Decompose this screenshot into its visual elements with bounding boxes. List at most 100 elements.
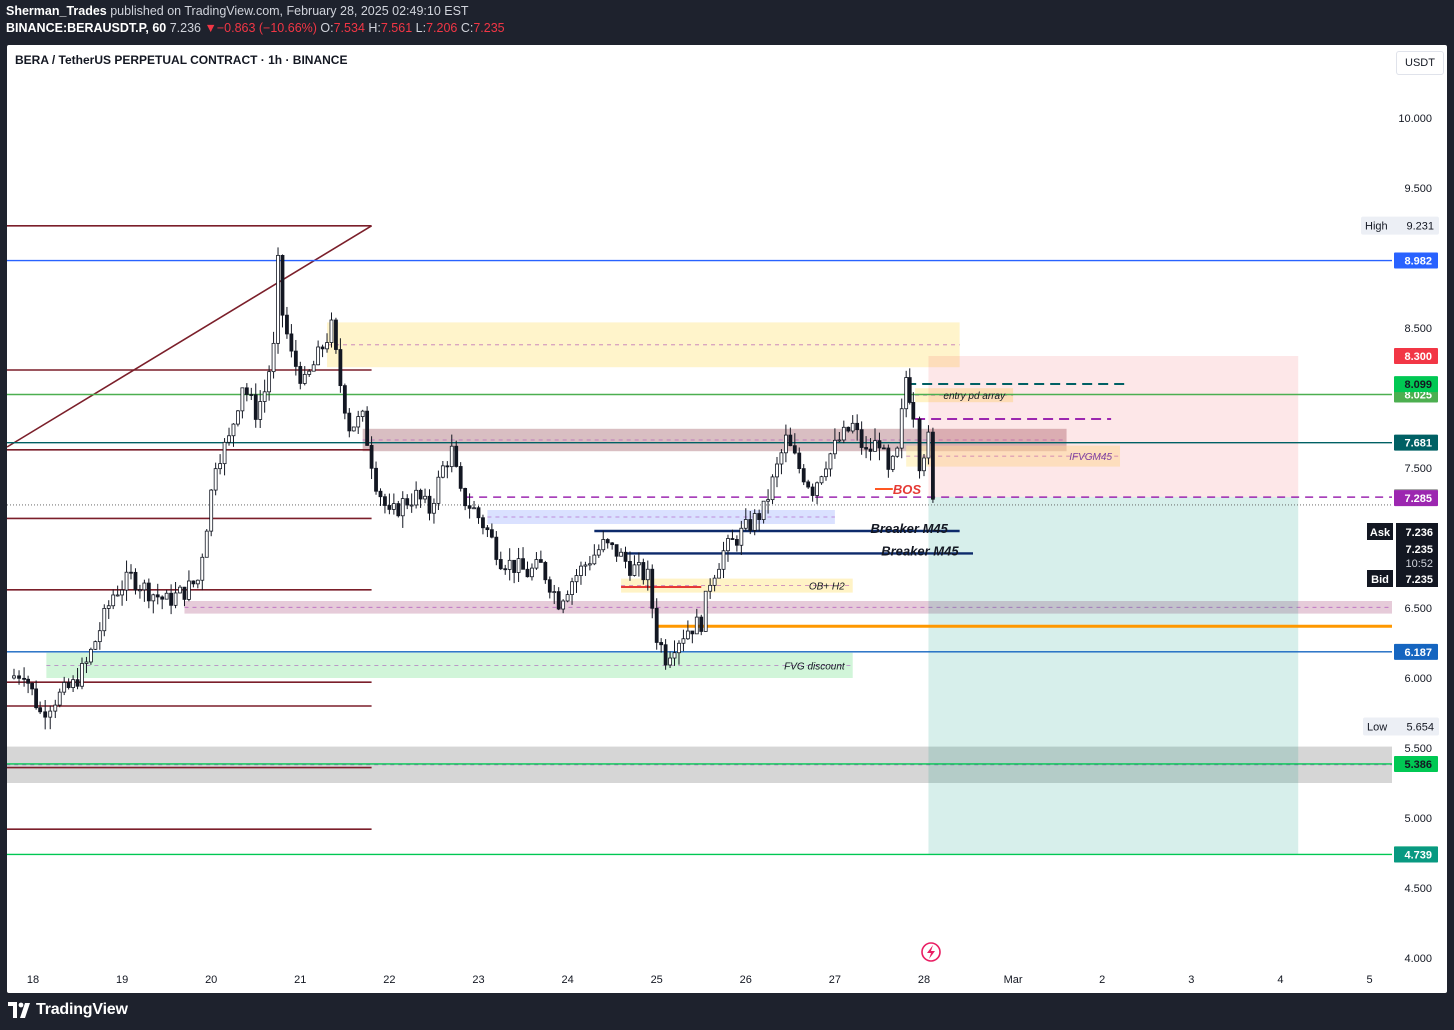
- trendline: [7, 225, 372, 448]
- y-tick-label: 7.500: [1404, 463, 1432, 475]
- candle: [124, 560, 129, 601]
- position-target-area: [928, 497, 1299, 855]
- last-price-value: 7.235: [1405, 544, 1433, 556]
- candle: [285, 306, 289, 339]
- candle: [775, 456, 779, 488]
- candle: [592, 544, 597, 566]
- axis-badge-4.739-bg: [1394, 846, 1438, 863]
- axis-badge-7.285-bg: [1394, 490, 1438, 507]
- candle: [556, 587, 561, 611]
- ask-tag-bg: [1367, 523, 1393, 540]
- candle: [788, 427, 793, 447]
- candle: [641, 558, 646, 585]
- candle: [48, 705, 53, 730]
- close-value: 7.235: [473, 21, 505, 35]
- candle: [231, 423, 236, 447]
- candle: [797, 447, 802, 474]
- candle: [293, 339, 298, 376]
- price-badge-5.386-bg: [1394, 755, 1438, 772]
- candle: [824, 461, 828, 481]
- high-label: H:: [368, 21, 381, 35]
- candle: [485, 525, 490, 538]
- candle: [792, 433, 797, 455]
- candle: [440, 460, 445, 479]
- candle: [89, 647, 93, 665]
- currency-button[interactable]: USDT: [1396, 51, 1444, 75]
- candle: [610, 542, 615, 550]
- candle: [227, 427, 231, 446]
- bid-value: 7.235: [1405, 574, 1433, 586]
- chart-legend: BERA / TetherUS PERPETUAL CONTRACT · 1h …: [15, 53, 348, 67]
- candle: [677, 640, 681, 665]
- high-label-bg: [1361, 216, 1439, 235]
- candle: [770, 474, 775, 504]
- author-name[interactable]: Sherman_Trades: [6, 4, 107, 18]
- candle: [209, 488, 214, 537]
- candle: [414, 481, 419, 509]
- candle: [650, 564, 655, 619]
- price-badge-6.187-bg: [1394, 643, 1438, 660]
- candle: [917, 416, 922, 479]
- candle: [761, 500, 766, 524]
- x-tick-label: 26: [740, 974, 752, 986]
- price-badge-8.025: 8.025: [1404, 390, 1432, 402]
- candle: [895, 446, 900, 458]
- candle: [708, 578, 713, 599]
- candle: [587, 556, 592, 571]
- tradingview-brand: TradingView: [8, 1001, 128, 1019]
- candle: [396, 500, 401, 518]
- candle: [552, 584, 557, 605]
- last-price: 7.236: [169, 21, 201, 35]
- candle: [80, 657, 84, 690]
- low-label: L:: [415, 21, 427, 35]
- x-tick-label: Mar: [1004, 974, 1023, 986]
- candle: [899, 398, 904, 459]
- x-tick-label: 18: [27, 974, 39, 986]
- axis-badge-8.300-bg: [1394, 348, 1438, 364]
- candle: [262, 379, 267, 413]
- candle: [904, 370, 909, 418]
- y-tick-label: 4.000: [1404, 953, 1432, 965]
- candle: [164, 589, 169, 600]
- candle: [645, 560, 650, 591]
- zone-label-ifvgm45: IFVGM45: [1069, 452, 1112, 463]
- bid-tag-bg: [1367, 570, 1393, 587]
- candle: [864, 436, 868, 459]
- candle: [734, 535, 739, 552]
- candle: [547, 576, 552, 599]
- candle: [699, 614, 704, 636]
- candle: [374, 461, 378, 495]
- candle: [244, 383, 249, 402]
- candle: [828, 452, 833, 477]
- candle: [632, 555, 637, 577]
- candles-group: [12, 247, 935, 730]
- candle: [476, 505, 481, 524]
- candle: [151, 593, 156, 614]
- down-arrow-icon: ▼: [204, 21, 217, 35]
- candle: [445, 461, 450, 479]
- candle: [907, 368, 912, 405]
- candle: [418, 488, 423, 508]
- x-tick-label: 5: [1366, 974, 1372, 986]
- candle: [596, 544, 601, 558]
- candle: [463, 487, 468, 511]
- candle: [730, 529, 735, 540]
- x-tick-label: 21: [294, 974, 306, 986]
- candle: [115, 585, 120, 597]
- axis-badge-8.099: 8.099: [1404, 379, 1432, 391]
- x-tick-label: 25: [651, 974, 663, 986]
- candle: [783, 424, 788, 463]
- candle: [316, 340, 321, 366]
- x-tick-label: 20: [205, 974, 217, 986]
- candle: [694, 608, 699, 635]
- candle: [436, 470, 441, 511]
- candle: [222, 438, 227, 476]
- candle: [574, 569, 579, 593]
- candle: [43, 699, 48, 730]
- candle: [12, 668, 16, 680]
- candle: [530, 563, 534, 581]
- candle: [926, 425, 931, 465]
- y-tick-label: 5.000: [1404, 813, 1432, 825]
- candle: [432, 498, 436, 524]
